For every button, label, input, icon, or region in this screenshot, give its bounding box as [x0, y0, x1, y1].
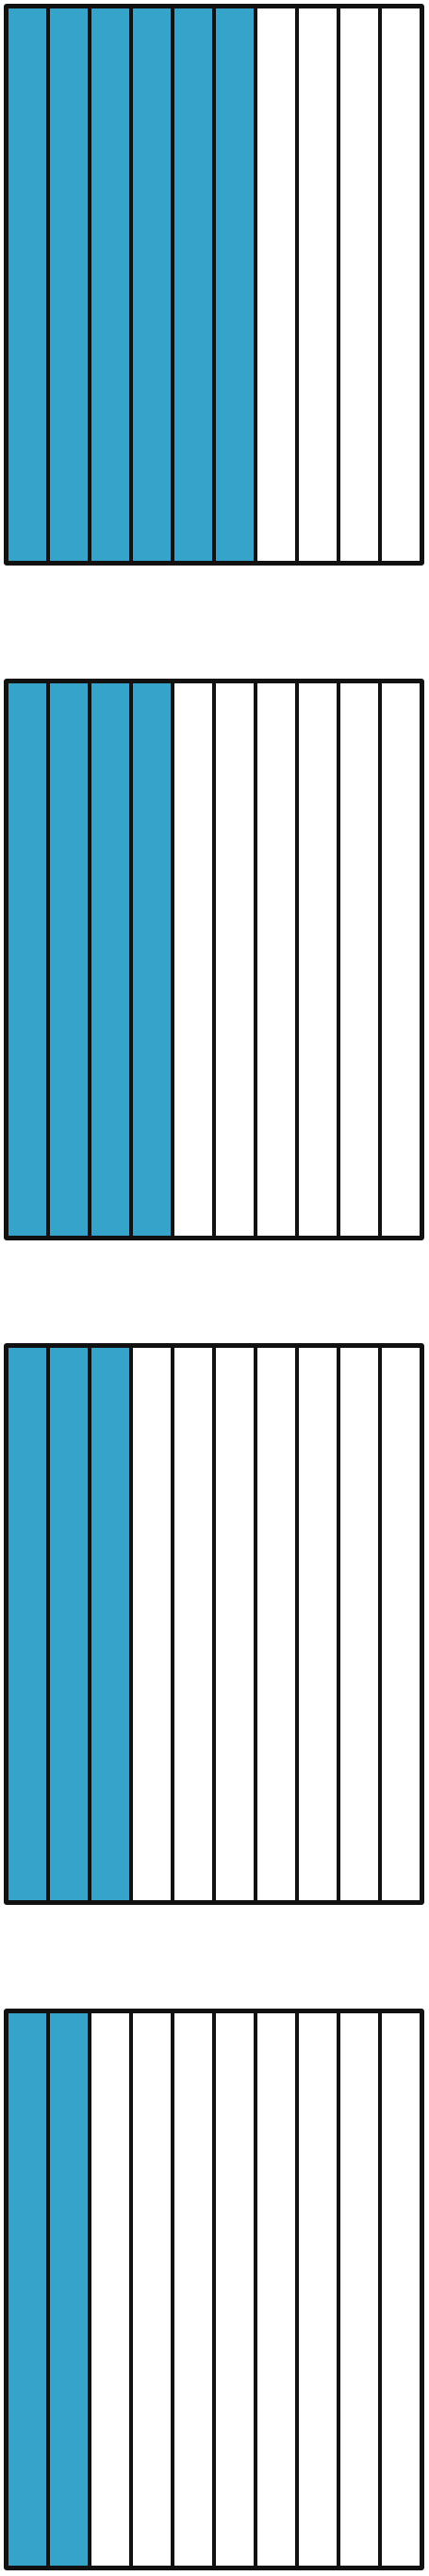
tenths-model-2 — [4, 679, 424, 1240]
unshaded-strip — [340, 2013, 382, 2566]
shaded-strip — [50, 2013, 91, 2566]
shaded-strip — [50, 1348, 91, 1900]
shaded-strip — [8, 8, 50, 561]
shaded-strip — [8, 1348, 50, 1900]
shaded-strip — [91, 8, 133, 561]
unshaded-strip — [216, 683, 257, 1236]
unshaded-strip — [340, 683, 382, 1236]
unshaded-strip — [216, 2013, 257, 2566]
shaded-strip — [50, 683, 91, 1236]
unshaded-strip — [340, 1348, 382, 1900]
shaded-strip — [174, 8, 216, 561]
unshaded-strip — [257, 683, 299, 1236]
unshaded-strip — [382, 1348, 420, 1900]
unshaded-strip — [382, 2013, 420, 2566]
shaded-strip — [216, 8, 257, 561]
unshaded-strip — [257, 2013, 299, 2566]
shaded-strip — [8, 683, 50, 1236]
unshaded-strip — [174, 2013, 216, 2566]
unshaded-strip — [340, 8, 382, 561]
unshaded-strip — [91, 2013, 133, 2566]
unshaded-strip — [133, 2013, 174, 2566]
unshaded-strip — [257, 1348, 299, 1900]
shaded-strip — [91, 1348, 133, 1900]
unshaded-strip — [299, 8, 340, 561]
tenths-model-1 — [4, 4, 424, 566]
tenths-model-4 — [4, 2009, 424, 2570]
unshaded-strip — [299, 2013, 340, 2566]
shaded-strip — [133, 8, 174, 561]
unshaded-strip — [174, 1348, 216, 1900]
unshaded-strip — [299, 1348, 340, 1900]
shaded-strip — [50, 8, 91, 561]
shaded-strip — [91, 683, 133, 1236]
tenths-model-3 — [4, 1343, 424, 1905]
unshaded-strip — [216, 1348, 257, 1900]
unshaded-strip — [174, 683, 216, 1236]
unshaded-strip — [382, 683, 420, 1236]
unshaded-strip — [257, 8, 299, 561]
shaded-strip — [8, 2013, 50, 2566]
unshaded-strip — [382, 8, 420, 561]
shaded-strip — [133, 683, 174, 1236]
unshaded-strip — [133, 1348, 174, 1900]
unshaded-strip — [299, 683, 340, 1236]
